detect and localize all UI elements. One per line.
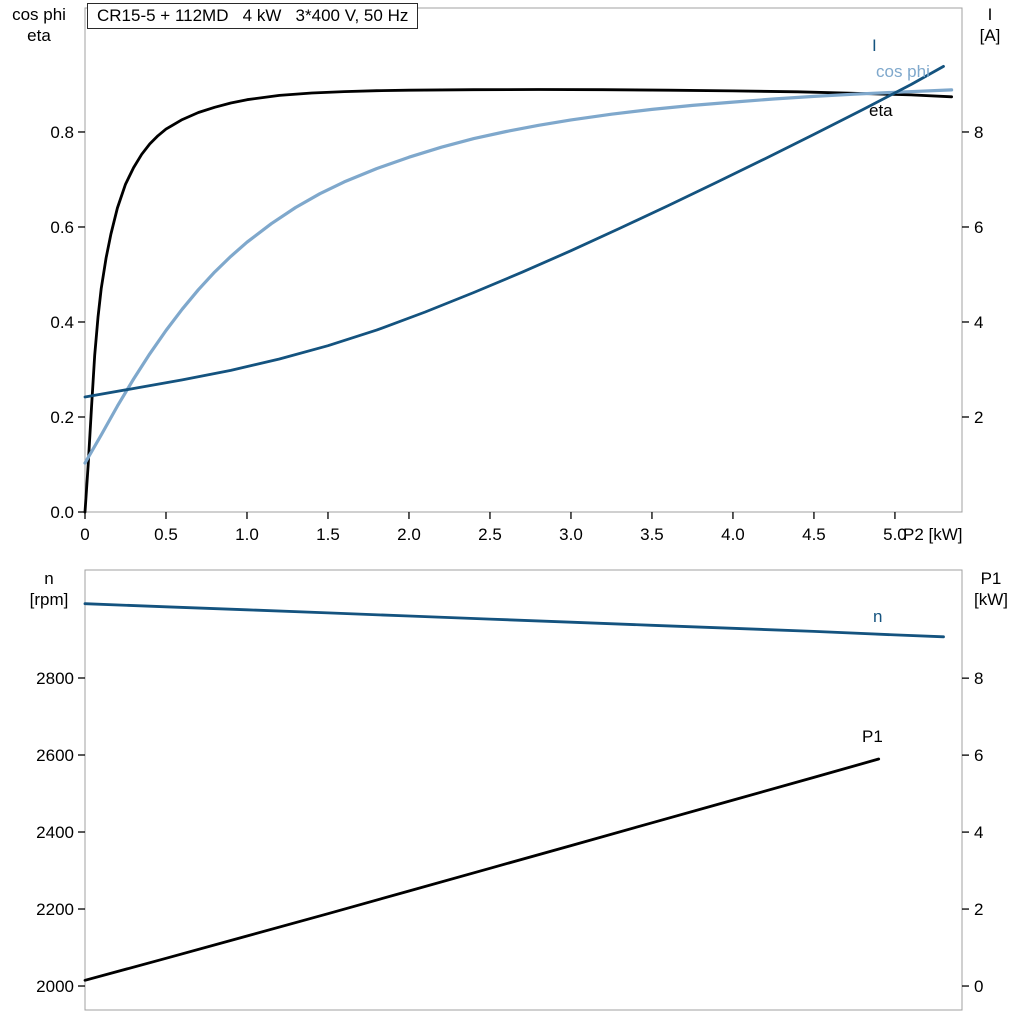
- speed-curve-label: n: [873, 607, 883, 626]
- p1-curve-label: P1: [862, 727, 883, 746]
- current-curve-label: I: [872, 36, 877, 55]
- left-tick-label: 0.4: [50, 313, 74, 332]
- cos-phi-curve: [83, 88, 954, 465]
- bottom-left-axis-label: n [rpm]: [20, 568, 78, 610]
- eta-curve: [83, 88, 953, 514]
- panel-bottom: 2000 2200 2400 2600 2800 0 2 4 6 8: [36, 569, 983, 1011]
- right-tick-label: 4: [974, 313, 983, 332]
- speed-axis-label: n: [44, 569, 54, 588]
- x-tick-label: 4.5: [802, 525, 826, 544]
- x-tick-label: 3.0: [559, 525, 583, 544]
- p1-axis-label: P1: [980, 569, 1002, 588]
- x-axis-label: P2 [kW]: [903, 525, 963, 544]
- cos-phi-curve-label: cos phi: [876, 62, 930, 81]
- right-tick-label: 0: [974, 977, 983, 996]
- top-left-axis-label: cos phi eta: [6, 4, 72, 46]
- right-tick-label: 2: [974, 900, 983, 919]
- n-curve: [83, 602, 945, 639]
- bottom-plot-frame: [84, 569, 963, 1011]
- cos-phi-axis-label: cos phi: [12, 5, 66, 24]
- left-tick-label: 2000: [36, 977, 74, 996]
- P1-curve: [83, 757, 881, 982]
- current-axis-label: I: [987, 5, 993, 24]
- x-tick-label: 4.0: [721, 525, 745, 544]
- ampere-unit-label: [A]: [979, 26, 1001, 45]
- right-tick-label: 8: [974, 669, 983, 688]
- x-tick-label: 0: [80, 525, 89, 544]
- right-tick-label: 2: [974, 408, 983, 427]
- bottom-right-axis-label: P1 [kW]: [962, 568, 1020, 610]
- right-tick-label: 8: [974, 123, 983, 142]
- panel-top: 0 0.5 1.0 1.5 2.0 2.5 3.0 3.5 4.0 4.5 5.0 0.0 0.2 0.4…: [50, 7, 983, 544]
- x-tick-label: 1.5: [316, 525, 340, 544]
- x-tick-label: 2.5: [478, 525, 502, 544]
- top-plot-frame: [84, 7, 963, 513]
- left-tick-label: 2800: [36, 669, 74, 688]
- left-tick-label: 2400: [36, 823, 74, 842]
- left-tick-label: 2200: [36, 900, 74, 919]
- chart-title: CR15-5 + 112MD 4 kW 3*400 V, 50 Hz: [87, 3, 419, 29]
- x-tick-label: 1.0: [235, 525, 259, 544]
- right-tick-label: 6: [974, 746, 983, 765]
- top-right-axis-label: I [A]: [964, 4, 1016, 46]
- eta-curve-label: eta: [869, 101, 893, 120]
- right-tick-label: 4: [974, 823, 983, 842]
- eta-axis-label: eta: [27, 26, 51, 45]
- rpm-unit-label: [rpm]: [29, 590, 69, 609]
- x-tick-label: 2.0: [397, 525, 421, 544]
- left-tick-label: 2600: [36, 746, 74, 765]
- left-tick-label: 0.2: [50, 408, 74, 427]
- I-curve: [83, 65, 945, 399]
- left-tick-label: 0.0: [50, 503, 74, 522]
- x-tick-label: 5.0: [883, 525, 907, 544]
- right-tick-label: 6: [974, 218, 983, 237]
- kw-unit-label: [kW]: [974, 590, 1008, 609]
- left-tick-label: 0.6: [50, 218, 74, 237]
- x-tick-label: 3.5: [640, 525, 664, 544]
- x-tick-label: 0.5: [154, 525, 178, 544]
- left-tick-label: 0.8: [50, 123, 74, 142]
